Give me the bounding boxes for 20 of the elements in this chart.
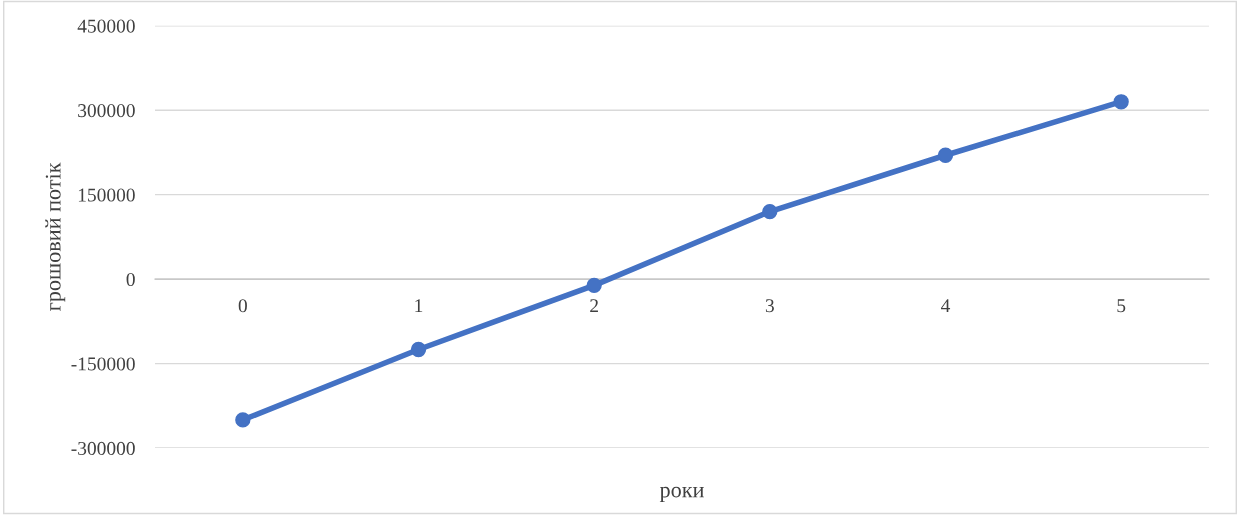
x-tick-label: 0 <box>238 299 247 313</box>
x-axis-title: роки <box>659 486 704 502</box>
x-tick-label: 1 <box>415 299 423 313</box>
x-tick-label: 2 <box>590 299 598 313</box>
y-tick-label: 0 <box>126 272 135 287</box>
x-tick-label: 5 <box>1117 299 1126 313</box>
point <box>410 341 427 358</box>
point <box>937 147 954 163</box>
x-tick-label: 3 <box>765 299 774 313</box>
y-tick-label: 300000 <box>78 104 135 118</box>
y-axis-title: грошовий потік <box>45 162 66 311</box>
y-tick-label: 450000 <box>77 19 135 33</box>
point <box>586 277 602 293</box>
y-tick-label: -300000 <box>71 441 135 455</box>
point <box>1113 94 1129 110</box>
y-tick-label: 150000 <box>78 188 135 202</box>
y-tick-label: -150000 <box>71 357 135 371</box>
point <box>235 412 251 428</box>
point <box>762 203 778 220</box>
x-tick-label: 4 <box>941 299 951 313</box>
